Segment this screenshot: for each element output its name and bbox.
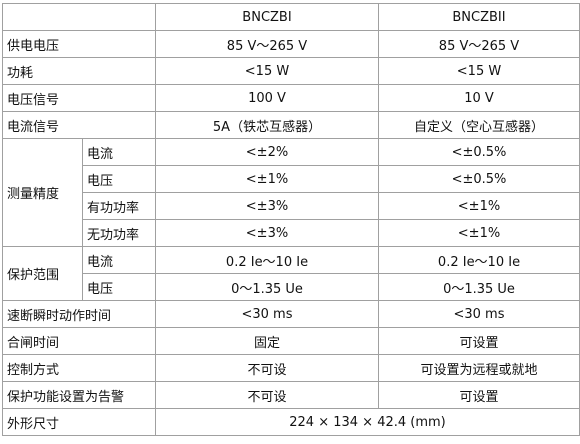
row-label: 合闸时间 [2, 327, 156, 355]
value-cell: 可设置 [378, 381, 580, 409]
value-cell: <30 ms [378, 300, 580, 328]
sub-label: 电压 [82, 273, 156, 301]
value-cell: 85 V～265 V [155, 30, 379, 58]
value-cell: <15 W [155, 57, 379, 85]
value-cell: 可设置为远程或就地 [378, 354, 580, 382]
table-row: 电压 <±1% <±0.5% [3, 165, 580, 193]
header-cell: BNCZBI [155, 3, 379, 31]
value-cell: <30 ms [155, 300, 379, 328]
value-cell: 0～1.35 Ue [155, 273, 379, 301]
value-cell: <15 W [378, 57, 580, 85]
value-cell: 不可设 [155, 354, 379, 382]
value-cell: 可设置 [378, 327, 580, 355]
row-label: 测量精度 [2, 138, 83, 247]
row-label: 电压信号 [2, 84, 156, 112]
table-row: 保护功能设置为告警 不可设 可设置 [2, 381, 580, 409]
value-cell: <±1% [378, 219, 580, 247]
row-label: 保护功能设置为告警 [2, 381, 156, 409]
row-label: 速断瞬时动作时间 [2, 300, 156, 328]
value-cell: 不可设 [155, 381, 379, 409]
table-row: 电压 0～1.35 Ue 0～1.35 Ue [3, 273, 580, 301]
value-cell: 固定 [155, 327, 379, 355]
table-row: 电流信号 5A（铁芯互感器） 自定义（空心互感器） [2, 111, 580, 139]
value-cell: <±2% [155, 138, 379, 166]
value-cell: 0.2 Ie～10 Ie [378, 246, 580, 274]
sub-label: 电流 [82, 246, 156, 274]
value-cell: 224 × 134 × 42.4 (mm) [155, 408, 580, 436]
table-body: BNCZBI BNCZBII 供电电压 85 V～265 V 85 V～265 V 功耗 <… [2, 3, 580, 436]
table-row: 速断瞬时动作时间 <30 ms <30 ms [2, 300, 580, 328]
row-label: 功耗 [2, 57, 156, 85]
value-cell: 0～1.35 Ue [378, 273, 580, 301]
value-cell: <±0.5% [378, 138, 580, 166]
value-cell: <±1% [378, 192, 580, 220]
row-label: 电流信号 [2, 111, 156, 139]
value-cell: <±1% [155, 165, 379, 193]
header-cell: BNCZBII [378, 3, 580, 31]
table-row: 无功功率 <±3% <±1% [3, 219, 580, 247]
value-cell: <±0.5% [378, 165, 580, 193]
row-label: 控制方式 [2, 354, 156, 382]
value-cell: 10 V [378, 84, 580, 112]
header-empty [2, 3, 156, 31]
table-row: 供电电压 85 V～265 V 85 V～265 V [2, 30, 580, 58]
sub-label: 有功功率 [82, 192, 156, 220]
spec-table: BNCZBI BNCZBII 供电电压 85 V～265 V 85 V～265 V 功耗 <… [2, 3, 580, 436]
value-cell: <±3% [155, 219, 379, 247]
row-label: 外形尺寸 [2, 408, 156, 436]
table-row: BNCZBI BNCZBII [2, 3, 580, 31]
row-label: 保护范围 [2, 246, 83, 301]
value-cell: 85 V～265 V [378, 30, 580, 58]
value-cell: 0.2 Ie～10 Ie [155, 246, 379, 274]
table-row: 功耗 <15 W <15 W [2, 57, 580, 85]
value-cell: 100 V [155, 84, 379, 112]
value-cell: <±3% [155, 192, 379, 220]
sub-label: 电压 [82, 165, 156, 193]
table-row: 保护范围 电流 0.2 Ie～10 Ie 0.2 Ie～10 Ie [2, 246, 580, 301]
table-row: 外形尺寸 224 × 134 × 42.4 (mm) [2, 408, 580, 436]
table-row: 合闸时间 固定 可设置 [2, 327, 580, 355]
table-row: 有功功率 <±3% <±1% [3, 192, 580, 220]
table-row: 测量精度 电流 <±2% <±0.5% [2, 138, 580, 247]
table-row: 控制方式 不可设 可设置为远程或就地 [2, 354, 580, 382]
sub-label: 无功功率 [82, 219, 156, 247]
value-cell: 自定义（空心互感器） [378, 111, 580, 139]
value-cell: 5A（铁芯互感器） [155, 111, 379, 139]
row-label: 供电电压 [2, 30, 156, 58]
table-row: 电压信号 100 V 10 V [2, 84, 580, 112]
sub-label: 电流 [82, 138, 156, 166]
